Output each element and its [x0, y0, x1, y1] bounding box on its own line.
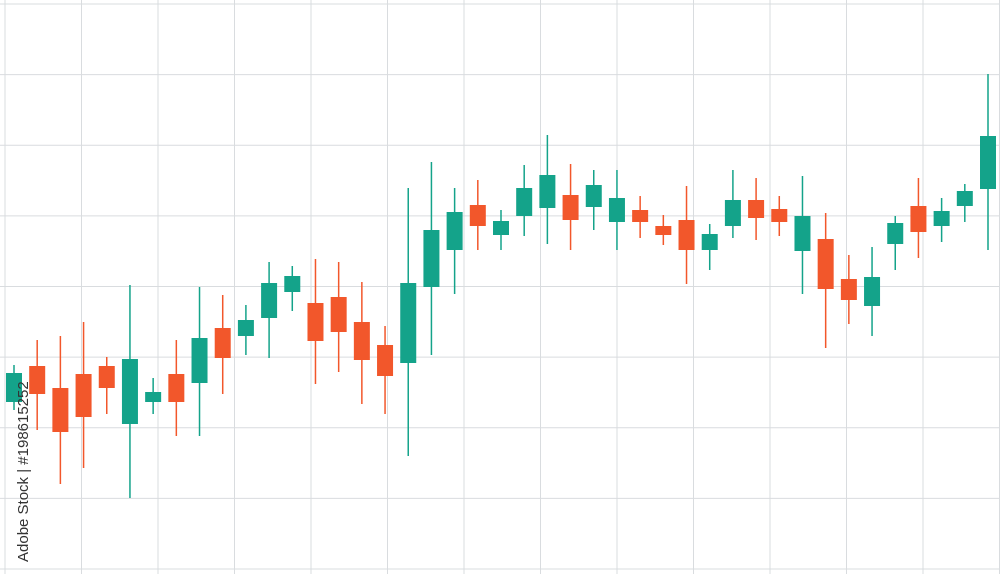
candle-body [539, 175, 556, 208]
candle-body [75, 374, 92, 417]
candle-body [446, 212, 463, 250]
candle-body [261, 283, 278, 318]
candle-body [771, 209, 788, 222]
candle-body [794, 216, 811, 251]
candle-body [956, 191, 973, 206]
candle-body [632, 210, 649, 222]
candle-body [516, 188, 533, 216]
candle-body [887, 223, 904, 244]
candle-body [237, 320, 254, 336]
candle-body [678, 220, 695, 250]
candle-body [655, 226, 672, 235]
candle-body [423, 230, 440, 287]
candle-body [840, 279, 857, 300]
candle-body [52, 388, 69, 432]
candle-body [353, 322, 370, 360]
watermark: Adobe Stock | #198615252 [15, 381, 32, 562]
candle-body [145, 392, 162, 402]
candle-body [284, 276, 301, 292]
candle-body [701, 234, 718, 250]
candle-body [168, 374, 185, 402]
candle-body [493, 221, 509, 235]
candle-body [910, 206, 927, 232]
candle-body [400, 283, 417, 363]
candle-body [6, 373, 22, 402]
candle-body [864, 277, 881, 306]
candle-body [562, 195, 579, 220]
candle-body [748, 200, 765, 218]
candle-body [933, 211, 950, 226]
candle-body [377, 345, 394, 376]
candle-body [980, 136, 996, 189]
candle-body [98, 366, 115, 388]
candle-body [469, 205, 486, 226]
candle-body [817, 239, 834, 289]
candles [6, 74, 996, 498]
candle-body [585, 185, 602, 207]
candle-body [724, 200, 741, 226]
candle-body [29, 366, 46, 394]
candle-body [330, 297, 347, 332]
candle-body [307, 303, 324, 341]
candle-body [608, 198, 625, 222]
candle-body [191, 338, 208, 383]
candle-body [214, 328, 231, 358]
candle-body [121, 359, 138, 424]
